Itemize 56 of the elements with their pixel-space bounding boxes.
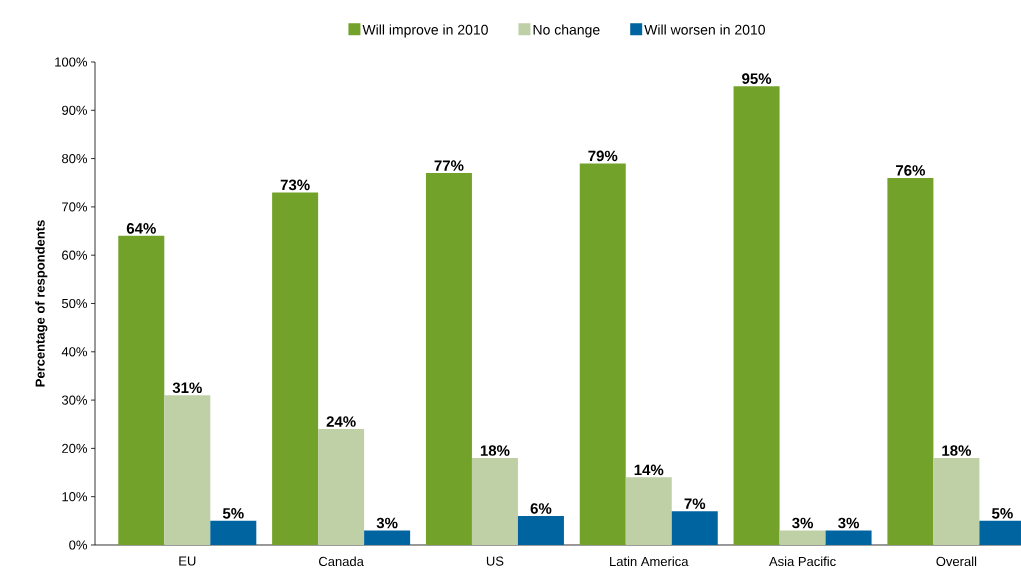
legend-label: Will improve in 2010 [362, 24, 488, 38]
x-tick-label: Overall [936, 556, 977, 567]
bar [625, 477, 672, 545]
y-axis-title: Percentage of respondents [35, 220, 48, 387]
data-label: 6% [530, 503, 552, 514]
bar [364, 530, 411, 545]
data-label: 31% [172, 382, 202, 394]
bar [425, 173, 472, 545]
data-label: 77% [434, 160, 464, 171]
data-label: 3% [792, 517, 814, 529]
y-tick-label: 20% [62, 443, 88, 453]
data-label: 73% [280, 179, 310, 191]
y-tick-label: 10% [62, 492, 88, 502]
y-tick-label: 30% [61, 395, 88, 405]
bar [318, 429, 365, 545]
bar [671, 511, 718, 545]
y-tick-label: 60% [62, 250, 88, 260]
data-label: 5% [222, 508, 244, 519]
y-tick-label: 80% [62, 153, 88, 164]
data-label: 64% [126, 223, 156, 234]
bar [210, 520, 257, 545]
data-label: 3% [376, 517, 398, 529]
x-tick-label: EU [179, 556, 196, 566]
data-label: 95% [742, 73, 772, 84]
bar [164, 395, 211, 545]
bar [579, 163, 626, 545]
x-tick-label: Asia Pacific [769, 556, 836, 567]
bar [272, 192, 319, 545]
data-label: 18% [480, 445, 510, 456]
bar [887, 177, 934, 545]
x-tick-label: Canada [319, 556, 364, 567]
data-label: 24% [326, 416, 356, 427]
bar [733, 86, 780, 545]
legend-label: Will worsen in 2010 [644, 24, 765, 35]
y-tick-label: 50% [61, 298, 88, 309]
y-tick-label: 40% [61, 347, 88, 357]
legend-label: No change [533, 24, 600, 38]
bar [933, 458, 980, 545]
y-tick-label: 0% [69, 540, 88, 550]
data-label: 18% [942, 445, 971, 456]
bar [779, 530, 826, 545]
bar [471, 458, 518, 545]
data-label: 3% [838, 517, 860, 529]
data-label: 5% [992, 508, 1013, 519]
data-label: 76% [896, 165, 925, 176]
x-tick-label: US [486, 556, 504, 566]
bar [825, 530, 872, 545]
data-label: 14% [634, 464, 664, 476]
data-label: 79% [588, 150, 618, 162]
x-tick-label: Latin America [610, 556, 689, 567]
y-tick-label: 100% [55, 57, 88, 67]
y-tick-label: 90% [62, 105, 88, 115]
bar [517, 516, 564, 545]
data-label: 7% [684, 498, 706, 509]
bar [118, 235, 165, 545]
y-tick-label: 70% [62, 202, 88, 212]
